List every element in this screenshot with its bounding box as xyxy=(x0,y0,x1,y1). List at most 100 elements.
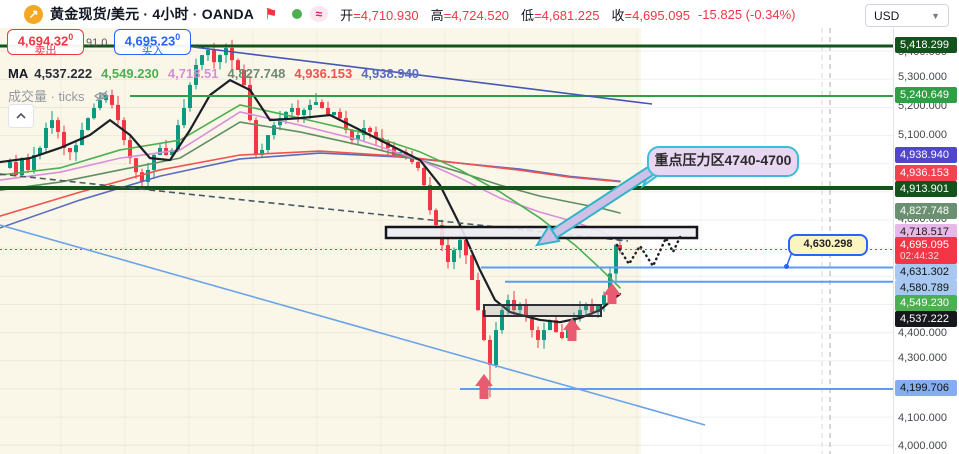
low-value: =4,681.225 xyxy=(534,7,600,23)
symbol-logo-icon: ↗ xyxy=(24,4,43,24)
candle-body xyxy=(554,320,558,333)
scale-tick: 4,100.000 xyxy=(898,412,947,424)
candle-body xyxy=(8,162,12,168)
buy-price: 4,695.230 xyxy=(124,32,181,49)
candle-body xyxy=(182,108,186,126)
candle-body xyxy=(278,118,282,126)
candle-body xyxy=(608,273,612,296)
candle-body xyxy=(86,118,90,130)
candle-body xyxy=(314,102,318,105)
price-badge: 4,936.153 xyxy=(895,165,957,181)
candle-body xyxy=(98,100,102,109)
candle-body xyxy=(194,64,198,85)
candle-body xyxy=(542,330,546,340)
candle-body xyxy=(464,240,468,256)
price-scale[interactable]: 5,400.0005,300.0005,200.0005,100.0004,80… xyxy=(893,0,959,454)
price-badge: 4,718.517 xyxy=(895,224,957,240)
price-badge: 5,418.299 xyxy=(895,37,957,53)
scale-tick: 4,300.000 xyxy=(898,352,947,364)
high-value: =4,724.520 xyxy=(443,7,510,23)
chevron-down-icon: ▼ xyxy=(931,10,940,21)
price-badge: 4,631.302 xyxy=(895,264,957,280)
candle-body xyxy=(14,162,18,175)
up-arrow-marker[interactable] xyxy=(603,283,621,304)
close-label: 收 xyxy=(611,7,625,23)
ma-value: 4,938.940 xyxy=(361,66,420,81)
candle-body xyxy=(242,70,246,85)
up-arrow-marker[interactable] xyxy=(563,318,581,341)
spread-value: 91.0 xyxy=(86,37,108,49)
candle-body xyxy=(236,60,240,71)
candle-body xyxy=(74,145,78,153)
delayed-data-icon[interactable]: ≈ xyxy=(309,6,329,22)
price-level-callout[interactable]: 4,630.298 xyxy=(788,234,868,256)
collapse-pane-button[interactable] xyxy=(8,104,34,128)
price-badge: 5,240.649 xyxy=(895,87,957,103)
trendline[interactable] xyxy=(0,224,706,426)
resistance-box[interactable] xyxy=(483,304,602,317)
candle-body xyxy=(326,108,330,116)
candle-body xyxy=(62,131,66,148)
resistance-zone-note[interactable]: 重点压力区4740-4700 xyxy=(647,146,799,177)
trendline[interactable] xyxy=(0,173,629,242)
candle-body xyxy=(140,172,144,183)
candle-body xyxy=(302,109,306,116)
candle-body xyxy=(110,95,114,105)
ma-value: 4,549.230 xyxy=(101,66,159,81)
candle-body xyxy=(524,305,528,316)
candle-body xyxy=(560,332,564,338)
candle-body xyxy=(272,125,276,136)
up-arrow-marker[interactable] xyxy=(475,374,493,399)
open-label: 开 xyxy=(340,7,354,23)
change-value: -15.825 (-0.34%) xyxy=(697,6,796,22)
open-value: =4,710.930 xyxy=(353,7,419,23)
ohlc-low: 低=4,681.225 xyxy=(521,5,599,24)
candle-body xyxy=(104,95,108,101)
candle-body xyxy=(434,210,438,226)
countdown-timer: 02:44:32 xyxy=(900,251,939,262)
candle-body xyxy=(218,55,222,63)
chart-canvas[interactable] xyxy=(0,0,893,454)
candle-body xyxy=(470,255,474,280)
ma-value: 4,936.153 xyxy=(294,66,353,81)
candle-body xyxy=(134,158,138,173)
candle-body xyxy=(410,158,414,163)
buy-label: 买入 xyxy=(141,45,164,58)
ma-value: 4,827.748 xyxy=(227,66,286,81)
eye-off-icon[interactable] xyxy=(93,89,110,103)
ohlc-high: 高=4,724.520 xyxy=(431,5,509,24)
trendline[interactable] xyxy=(192,46,653,105)
chart-header: ↗ 黄金现货/美元 · 4小时 · OANDA ⚑ ≈ 开=4,710.930 … xyxy=(0,0,959,28)
forecast-zigzag[interactable] xyxy=(615,231,684,268)
candle-body xyxy=(212,50,216,63)
candle-body xyxy=(56,120,60,132)
candle-body xyxy=(422,167,426,186)
candle-body xyxy=(494,330,498,365)
candle-body xyxy=(374,131,378,139)
candle-body xyxy=(614,244,618,274)
pointer-arrow-head[interactable] xyxy=(534,224,561,247)
ma-red xyxy=(0,150,621,217)
candle-body xyxy=(230,48,234,61)
symbol-title[interactable]: 黄金现货/美元 · 4小时 · OANDA xyxy=(50,6,255,22)
currency-selector[interactable]: USD ▼ xyxy=(865,4,949,27)
sell-button[interactable]: 4,694.320 卖出 xyxy=(7,29,84,57)
ma-green xyxy=(0,104,621,289)
volume-legend[interactable]: 成交量 · ticks xyxy=(8,86,110,105)
candle-body xyxy=(206,50,210,56)
market-status-dot-icon xyxy=(291,9,302,19)
candle-body xyxy=(584,305,588,311)
candle-body xyxy=(32,155,36,170)
candle-body xyxy=(176,125,180,150)
buy-button[interactable]: 4,695.230 买入 xyxy=(114,29,191,58)
flag-icon[interactable]: ⚑ xyxy=(264,6,278,23)
price-badge: 4,695.095 02:44:32 xyxy=(895,237,957,264)
candle-body xyxy=(530,315,534,331)
candle-body xyxy=(368,127,372,132)
candle-body xyxy=(320,102,324,109)
ma-legend[interactable]: MA 4,537.222 4,549.230 4,718.51 4,827.748 4,9… xyxy=(8,66,428,81)
candle-body xyxy=(338,111,342,119)
candle-body xyxy=(590,305,594,313)
candle-body xyxy=(146,169,150,183)
